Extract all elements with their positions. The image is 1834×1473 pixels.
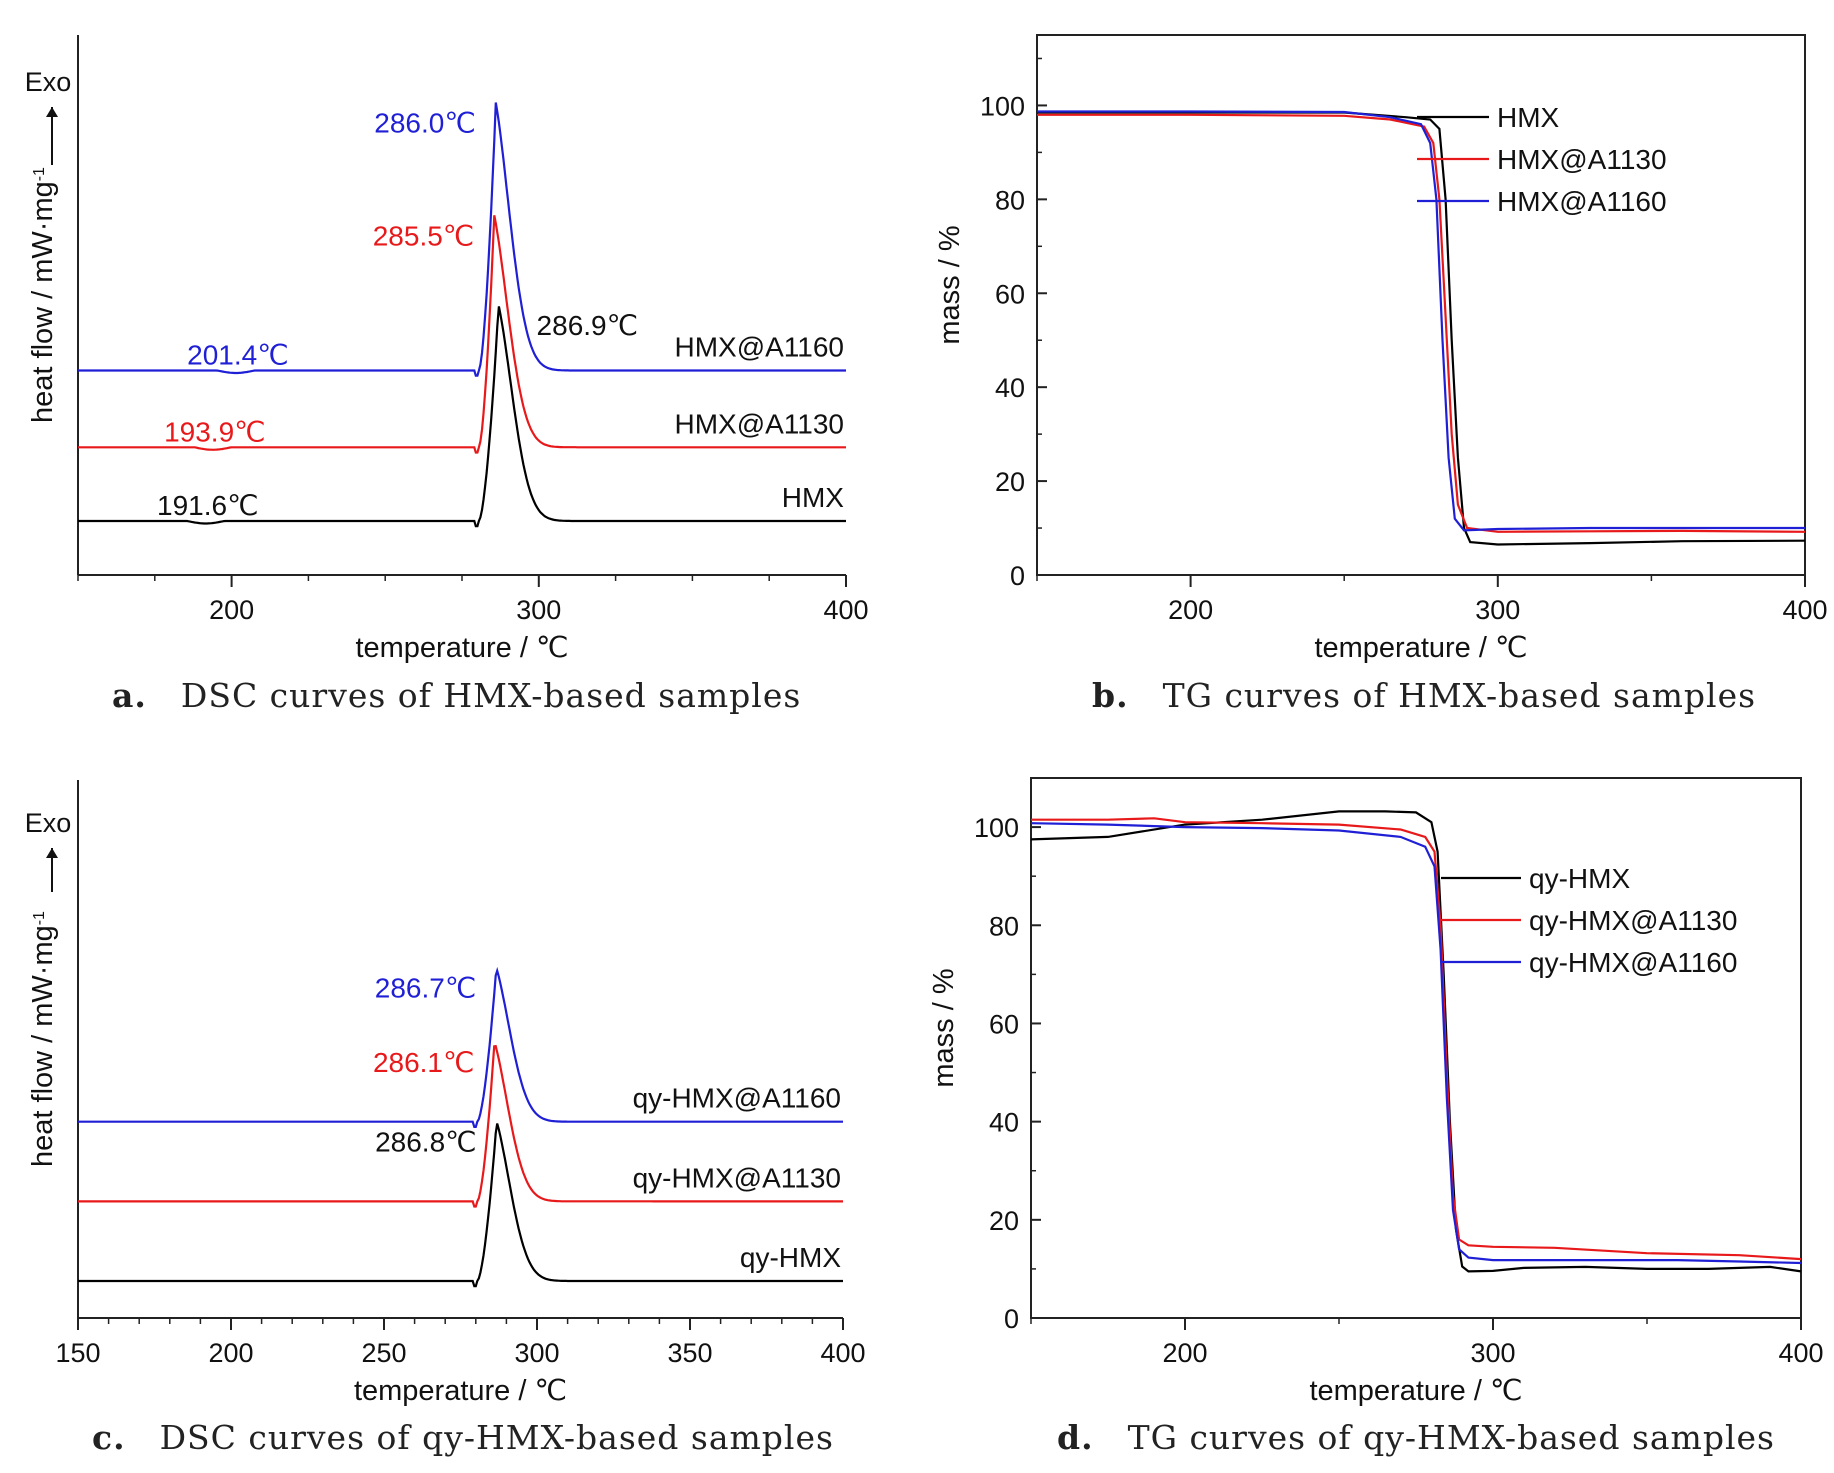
peak-temperature-label: 286.9℃ xyxy=(537,310,639,341)
tg-series-line xyxy=(1037,113,1806,533)
y-tick-label: 100 xyxy=(974,813,1019,843)
y-axis-label: mass / % xyxy=(928,968,960,1087)
series-name-label: HMX@A1130 xyxy=(674,408,844,439)
y-axis-label-exponent: -1 xyxy=(31,911,48,925)
y-tick-label: 20 xyxy=(989,1206,1019,1236)
x-tick-label: 400 xyxy=(820,1338,865,1368)
y-tick-label: 40 xyxy=(989,1108,1019,1138)
panel-d: 200 300 400 temperature / ℃ mass / % 0 20 40 60 8… xyxy=(917,740,1834,1473)
caption-c: c. DSC curves of qy-HMX-based samples xyxy=(92,1418,834,1457)
legend-label: HMX xyxy=(1497,102,1560,133)
x-tick-label: 250 xyxy=(361,1338,406,1368)
x-tick-label: 200 xyxy=(208,1338,253,1368)
x-tick-label: 400 xyxy=(1778,1338,1823,1368)
dsc-series-line xyxy=(78,966,843,1128)
x-tick-label: 200 xyxy=(1168,595,1213,625)
y-tick-label: 60 xyxy=(995,279,1025,309)
x-tick-label: 300 xyxy=(514,1338,559,1368)
tg-series-line xyxy=(1031,817,1802,1261)
peak-temperature-label: 286.0℃ xyxy=(374,108,476,139)
legend-label: HMX@A1160 xyxy=(1497,186,1667,217)
x-tick-label: 350 xyxy=(667,1338,712,1368)
dsc-series-line xyxy=(78,1123,843,1288)
dsc-series-line xyxy=(78,1044,843,1208)
tg-series-line xyxy=(1030,810,1802,1273)
y-tick-label: 0 xyxy=(1004,1304,1019,1334)
x-tick-label: 300 xyxy=(1475,595,1520,625)
y-tick-label: 20 xyxy=(995,467,1025,497)
exo-label: Exo xyxy=(25,808,72,838)
x-axis-label: temperature / ℃ xyxy=(354,1375,567,1407)
x-tick-label: 150 xyxy=(55,1338,100,1368)
tg-chart-hmx: 200 300 400 temperature / ℃ mass / % 0 20 40 60 8… xyxy=(934,34,1828,664)
exo-arrow-head xyxy=(46,848,58,858)
y-tick-label: 100 xyxy=(980,91,1025,121)
series-name-label: HMX@A1160 xyxy=(674,332,844,363)
caption-b: b. TG curves of HMX-based samples xyxy=(1092,676,1757,715)
exo-label: Exo xyxy=(25,67,72,97)
legend-label: qy-HMX@A1130 xyxy=(1529,905,1737,936)
baseline-temperature-label: 201.4℃ xyxy=(187,340,289,371)
x-axis-label: temperature / ℃ xyxy=(1314,632,1527,664)
y-tick-label: 80 xyxy=(995,185,1025,215)
x-tick-label: 400 xyxy=(1782,595,1827,625)
legend-label: qy-HMX xyxy=(1529,863,1630,894)
panel-b: 200 300 400 temperature / ℃ mass / % 0 20 40 60 8… xyxy=(917,0,1834,725)
peak-temperature-label: 286.1℃ xyxy=(373,1047,475,1078)
peak-temperature-label: 286.8℃ xyxy=(375,1126,477,1157)
x-tick-label: 200 xyxy=(1162,1338,1207,1368)
peak-temperature-label: 286.7℃ xyxy=(375,973,477,1004)
series-name-label: qy-HMX@A1160 xyxy=(633,1083,841,1114)
dsc-series-line xyxy=(78,102,846,377)
peak-temperature-label: 285.5℃ xyxy=(373,220,475,251)
tg-series-line xyxy=(1030,822,1802,1265)
x-tick-label: 300 xyxy=(516,595,561,625)
panel-c: 150 200 250 300 350 400 temperature / ℃ heat fl… xyxy=(0,740,917,1473)
y-axis-label: mass / % xyxy=(934,225,966,344)
y-tick-label: 40 xyxy=(995,373,1025,403)
dsc-chart-hmx: 200 300 400 temperature / ℃ heat flow / mW·m… xyxy=(25,35,869,664)
tg-series-line xyxy=(1037,110,1805,532)
baseline-temperature-label: 193.9℃ xyxy=(164,416,266,447)
y-tick-label: 60 xyxy=(989,1009,1019,1039)
series-name-label: qy-HMX@A1130 xyxy=(633,1162,841,1193)
caption-d: d. TG curves of qy-HMX-based samples xyxy=(1057,1418,1775,1457)
x-axis-label: temperature / ℃ xyxy=(1309,1375,1522,1407)
x-tick-label: 300 xyxy=(1470,1338,1515,1368)
legend-label: qy-HMX@A1160 xyxy=(1529,947,1737,978)
exo-arrow-head xyxy=(46,107,58,117)
series-name-label: qy-HMX xyxy=(740,1242,841,1273)
y-axis-label: heat flow / mW·mg-1 xyxy=(27,167,59,423)
dsc-series-line xyxy=(78,306,846,528)
x-tick-label: 200 xyxy=(209,595,254,625)
panel-a: 200 300 400 temperature / ℃ heat flow / mW·m… xyxy=(0,0,917,725)
baseline-temperature-label: 191.6℃ xyxy=(157,490,259,521)
y-tick-label: 80 xyxy=(989,911,1019,941)
y-tick-label: 0 xyxy=(1010,561,1025,591)
caption-a: a. DSC curves of HMX-based samples xyxy=(112,676,802,715)
y-axis-label-exponent: -1 xyxy=(31,167,48,181)
legend-label: HMX@A1130 xyxy=(1497,144,1667,175)
x-tick-label: 400 xyxy=(823,595,868,625)
dsc-series-line xyxy=(78,215,846,454)
y-axis-label: heat flow / mW·mg-1 xyxy=(27,911,59,1167)
plot-frame xyxy=(1030,777,1802,1319)
tg-chart-qy-hmx: 200 300 400 temperature / ℃ mass / % 0 20 40 60 8… xyxy=(928,777,1824,1407)
dsc-chart-qy-hmx: 150 200 250 300 350 400 temperature / ℃ heat fl… xyxy=(25,780,866,1407)
plot-frame xyxy=(1036,34,1806,576)
x-axis-label: temperature / ℃ xyxy=(355,632,568,664)
tg-series-line xyxy=(1037,111,1806,546)
series-name-label: HMX xyxy=(782,482,845,513)
